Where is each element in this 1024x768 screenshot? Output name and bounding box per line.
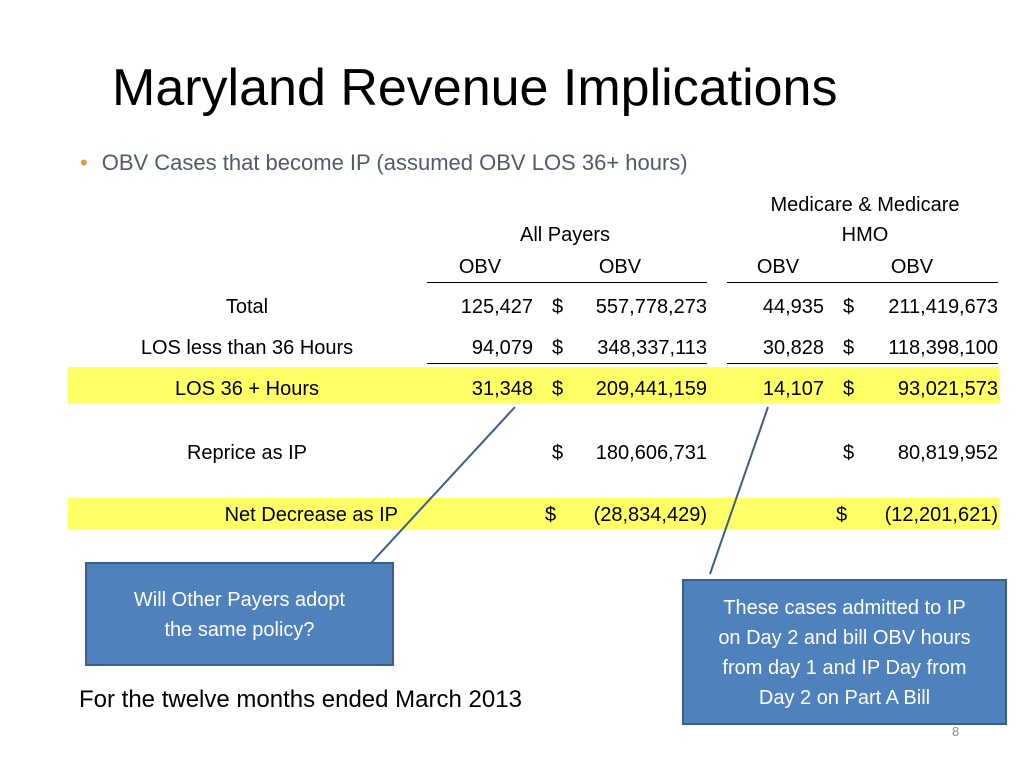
cell-net-decrease-all-amount: (28,834,429) xyxy=(593,504,707,526)
row-label-los-under-36: LOS less than 36 Hours xyxy=(140,337,354,359)
callout-right-line1: These cases admitted to IP xyxy=(723,597,966,619)
cell-los-under-36-mc-amount: 118,398,100 xyxy=(888,337,998,359)
dollar-sign: $ xyxy=(843,442,855,464)
row-label-total: Total xyxy=(225,296,269,318)
dollar-sign: $ xyxy=(552,296,564,318)
group-header-medicare-line1: Medicare & Medicare xyxy=(770,194,960,216)
group-header-medicare-line2: HMO xyxy=(841,224,889,246)
cell-total-all-count: 125,427 xyxy=(460,296,533,318)
callout-right-line3: from day 1 and IP Day from xyxy=(722,657,967,679)
row-underline-all xyxy=(427,363,707,364)
bullet-dot-icon: • xyxy=(80,150,88,175)
callout-right-line2: on Day 2 and bill OBV hours xyxy=(718,627,971,649)
callout-case-admission: These cases admitted to IP on Day 2 and … xyxy=(682,579,1007,725)
dollar-sign: $ xyxy=(552,378,564,400)
cell-net-decrease-mc-amount: (12,201,621) xyxy=(884,504,998,526)
bullet-text: OBV Cases that become IP (assumed OBV LO… xyxy=(101,150,688,175)
cell-total-mc-amount: 211,419,673 xyxy=(888,296,998,318)
cell-total-mc-count: 44,935 xyxy=(762,296,824,318)
dollar-sign: $ xyxy=(552,442,564,464)
connector-line-right xyxy=(709,406,769,575)
col-header-mc-obv-amount: OBV xyxy=(890,256,934,278)
dollar-sign: $ xyxy=(552,337,564,359)
dollar-sign: $ xyxy=(843,378,855,400)
cell-total-all-amount: 557,778,273 xyxy=(595,296,707,318)
row-label-reprice-ip: Reprice as IP xyxy=(186,442,308,464)
row-label-los-36-plus: LOS 36 + Hours xyxy=(175,378,319,400)
col-header-all-obv-count: OBV xyxy=(458,256,502,278)
cell-reprice-mc-amount: 80,819,952 xyxy=(897,442,998,464)
cell-los-under-36-mc-count: 30,828 xyxy=(762,337,824,359)
callout-left-line1: Will Other Payers adopt xyxy=(133,589,346,611)
col-header-mc-obv-count: OBV xyxy=(756,256,800,278)
dollar-sign: $ xyxy=(836,504,848,526)
cell-los-36-plus-mc-amount: 93,021,573 xyxy=(897,378,998,400)
row-underline-medicare xyxy=(727,363,998,364)
connector-line-left xyxy=(370,406,516,564)
dollar-sign: $ xyxy=(843,296,855,318)
header-underline-all xyxy=(427,282,707,283)
cell-los-under-36-all-count: 94,079 xyxy=(471,337,533,359)
highlight-row-net-decrease xyxy=(68,498,999,530)
footer-note: For the twelve months ended March 2013 xyxy=(79,686,522,713)
col-header-all-obv-amount: OBV xyxy=(598,256,642,278)
dollar-sign: $ xyxy=(545,504,557,526)
slide-title: Maryland Revenue Implications xyxy=(112,59,838,117)
callout-other-payers: Will Other Payers adopt the same policy? xyxy=(85,562,394,666)
highlight-row-los36 xyxy=(68,367,999,404)
callout-left-line2: the same policy? xyxy=(164,619,315,641)
cell-reprice-all-amount: 180,606,731 xyxy=(595,442,707,464)
dollar-sign: $ xyxy=(843,337,855,359)
header-underline-medicare xyxy=(727,282,998,283)
cell-los-36-plus-mc-count: 14,107 xyxy=(762,378,824,400)
cell-los-under-36-all-amount: 348,337,113 xyxy=(597,337,707,359)
page-number: 8 xyxy=(952,724,960,739)
cell-los-36-plus-all-count: 31,348 xyxy=(471,378,533,400)
callout-right-line4: Day 2 on Part A Bill xyxy=(758,687,931,709)
group-header-all-payers: All Payers xyxy=(519,224,611,246)
row-label-net-decrease: Net Decrease as IP xyxy=(224,504,398,526)
bullet-item: • OBV Cases that become IP (assumed OBV L… xyxy=(80,150,688,176)
cell-los-36-plus-all-amount: 209,441,159 xyxy=(595,378,707,400)
